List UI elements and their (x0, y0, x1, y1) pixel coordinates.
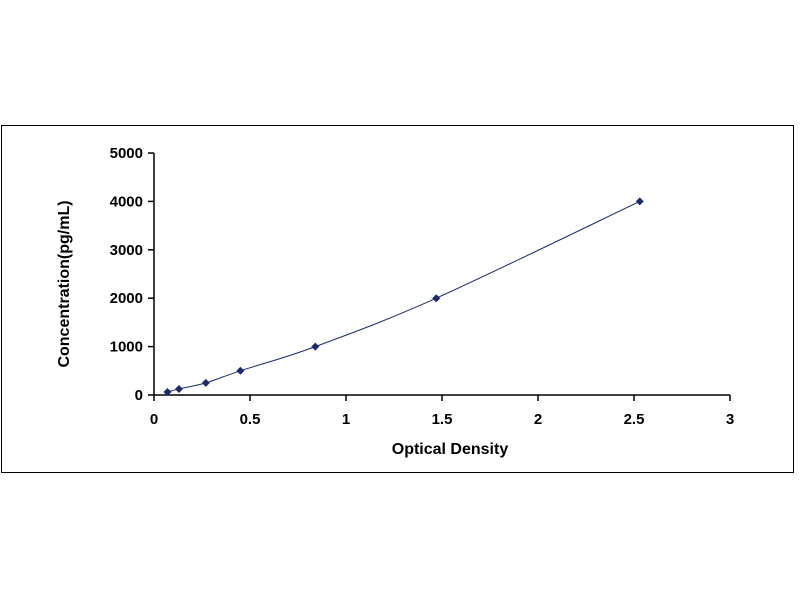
data-points (163, 197, 644, 396)
data-point (311, 342, 320, 351)
x-tick-label: 2 (534, 411, 542, 428)
data-point (163, 387, 172, 396)
data-point (236, 366, 245, 375)
x-axis-title: Optical Density (392, 441, 509, 458)
y-tick-label: 5000 (110, 145, 143, 162)
data-point (635, 197, 644, 206)
trend-line (167, 200, 640, 393)
x-ticks: 0 0.5 1 1.5 2 2.5 3 (150, 395, 734, 428)
y-tick-label: 4000 (110, 193, 143, 210)
axes (153, 153, 730, 396)
trend-curve (167, 200, 640, 393)
y-tick-label: 0 (135, 387, 143, 404)
chart-frame: 0 1000 2000 3000 4000 5000 0 0.5 1 1.5 2 2.5 3 Opti… (1, 125, 794, 473)
y-tick-label: 3000 (110, 242, 143, 259)
x-tick-label: 2.5 (624, 411, 645, 428)
chart: 0 1000 2000 3000 4000 5000 0 0.5 1 1.5 2 2.5 3 Opti… (56, 145, 734, 458)
data-point (432, 294, 441, 303)
y-tick-label: 2000 (110, 290, 143, 307)
x-tick-label: 0 (150, 411, 158, 428)
y-axis-title: Concentration(pg/mL) (56, 200, 73, 367)
y-ticks: 0 1000 2000 3000 4000 5000 (110, 145, 154, 404)
y-tick-label: 1000 (110, 339, 143, 356)
x-tick-label: 3 (726, 411, 734, 428)
x-tick-label: 0.5 (240, 411, 261, 428)
x-tick-label: 1.5 (432, 411, 453, 428)
data-point (201, 378, 210, 387)
x-tick-label: 1 (342, 411, 350, 428)
data-point (174, 384, 183, 393)
